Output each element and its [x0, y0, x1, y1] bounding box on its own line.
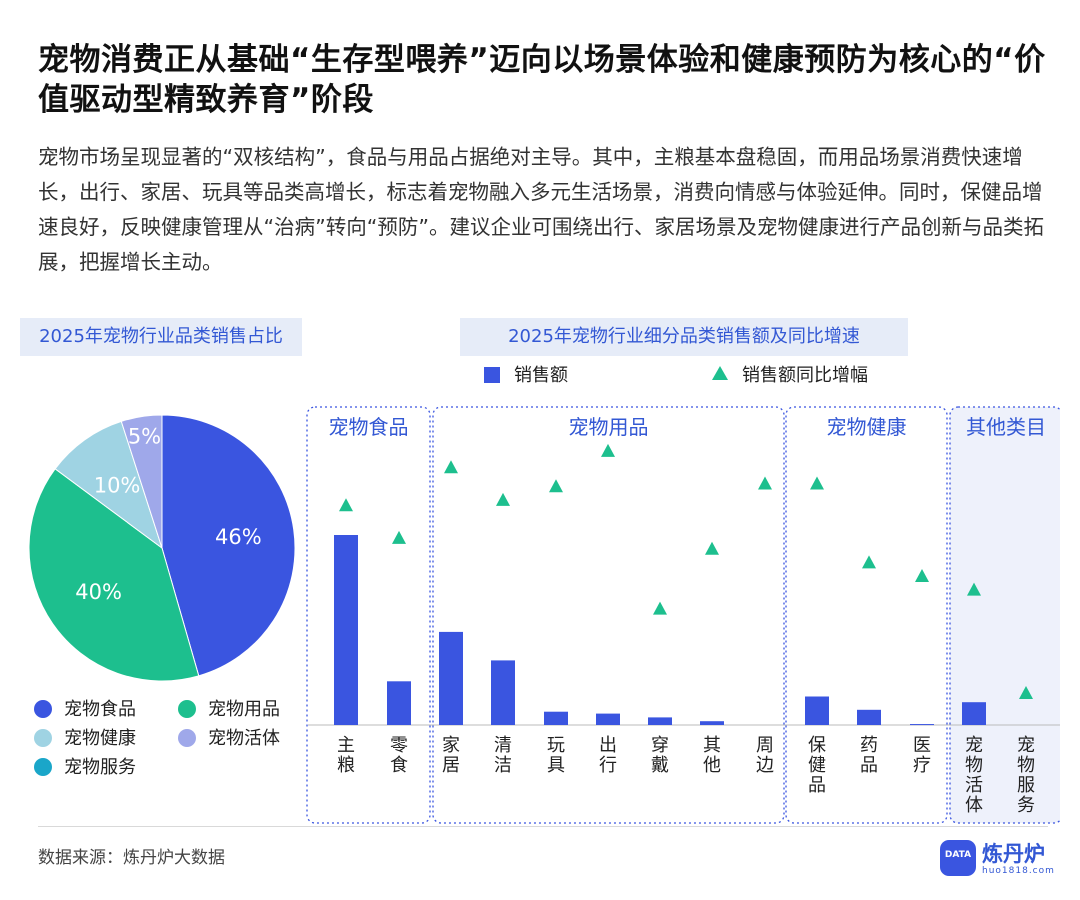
- legend-square-icon: [484, 367, 500, 383]
- bar: [805, 696, 829, 725]
- footer-divider: [38, 826, 1048, 827]
- pie-slice: [54, 420, 163, 550]
- growth-marker: [1019, 685, 1033, 699]
- group-label: 宠物用品: [569, 415, 649, 439]
- x-tick-label: 家居: [442, 735, 460, 776]
- page-description: 宠物市场呈现显著的“双核结构”，食品与用品占据绝对主导。其中，主粮基本盘稳固，而…: [38, 145, 1044, 274]
- pie-chart-title: 2025年宠物行业品类销售占比: [20, 318, 302, 356]
- x-tick-label: 周边: [756, 735, 774, 776]
- group-label: 宠物健康: [827, 415, 907, 439]
- pie-slice: [120, 414, 163, 549]
- growth-marker: [862, 555, 876, 569]
- logo-url: huo1818.com: [982, 866, 1055, 876]
- pie-legend-label: 宠物服务: [64, 757, 136, 778]
- growth-marker: [496, 492, 510, 506]
- page-title: 宠物消费正从基础“生存型喂养”迈向以场景体验和健康预防为核心的“价值驱动型精致养…: [38, 42, 1046, 118]
- growth-marker: [392, 530, 406, 544]
- legend-sales-label: 销售额: [514, 365, 568, 386]
- pie-slice: [28, 468, 200, 682]
- data-source: 数据来源：炼丹炉大数据: [38, 848, 225, 868]
- x-tick-label: 出行: [599, 735, 617, 776]
- growth-marker: [444, 460, 458, 474]
- legend-triangle-icon: [712, 366, 728, 380]
- bar: [910, 724, 934, 726]
- bar: [596, 713, 620, 725]
- bar: [648, 717, 672, 725]
- logo-name: 炼丹炉: [982, 842, 1045, 866]
- growth-marker: [601, 443, 615, 457]
- category-group-box: [306, 406, 431, 824]
- bar-chart-title: 2025年宠物行业细分品类销售额及同比增速: [460, 318, 908, 356]
- group-label: 其他类目: [966, 415, 1046, 439]
- x-tick-label: 玩具: [547, 735, 565, 776]
- x-tick-label: 保健品: [808, 735, 826, 796]
- pie-legend-label: 宠物用品: [208, 699, 280, 720]
- legend-dot-icon: [178, 729, 196, 747]
- pie-legend-item: 宠物用品: [178, 696, 280, 724]
- brand-logo: DATA 炼丹炉 huo1818.com: [940, 838, 1060, 882]
- x-tick-label: 宠物服务: [1017, 735, 1035, 816]
- bar: [857, 709, 881, 725]
- legend-growth: 销售额同比增幅: [712, 362, 868, 390]
- x-tick-label: 清洁: [494, 735, 512, 776]
- growth-marker: [810, 476, 824, 490]
- growth-marker: [653, 601, 667, 615]
- pie-slice: [161, 414, 296, 677]
- growth-marker: [915, 569, 929, 582]
- x-tick-label: 其他: [703, 735, 721, 776]
- growth-marker: [758, 476, 772, 490]
- x-tick-label: 宠物活体: [965, 735, 983, 816]
- x-tick-label: 医疗: [913, 735, 931, 776]
- pie-legend-label: 宠物活体: [208, 728, 280, 749]
- x-tick-label: 零食: [390, 735, 408, 776]
- bar: [387, 681, 411, 725]
- pie-slice-label: 46%: [215, 525, 262, 549]
- pie-slice-label: 40%: [75, 580, 122, 604]
- x-tick-label: 穿戴: [651, 735, 669, 776]
- bar: [544, 711, 568, 725]
- bar: [439, 631, 463, 725]
- legend-sales: 销售额: [484, 362, 568, 390]
- bar: [334, 535, 358, 725]
- pie-slice-label: 5%: [128, 424, 161, 448]
- pie-legend-item: 宠物服务: [34, 754, 136, 782]
- legend-dot-icon: [34, 700, 52, 718]
- x-tick-label: 主粮: [337, 735, 355, 776]
- bar: [700, 721, 724, 725]
- growth-marker: [705, 541, 719, 555]
- x-tick-label: 药品: [860, 735, 878, 776]
- group-label: 宠物食品: [329, 415, 409, 439]
- growth-marker: [549, 479, 563, 493]
- bar: [962, 702, 986, 725]
- pie-slice-label: 10%: [94, 473, 141, 497]
- legend-dot-icon: [178, 700, 196, 718]
- legend-dot-icon: [34, 729, 52, 747]
- legend-dot-icon: [34, 758, 52, 776]
- pie-chart: 46% 40% 10% 5%: [28, 414, 296, 682]
- pie-legend-item: 宠物健康: [34, 725, 136, 753]
- pie-legend-item: 宠物食品: [34, 696, 136, 724]
- pie-legend-label: 宠物健康: [64, 728, 136, 749]
- growth-marker: [339, 498, 353, 512]
- pie-legend-label: 宠物食品: [64, 699, 136, 720]
- logo-badge-icon: DATA: [940, 840, 976, 876]
- bar: [491, 660, 515, 725]
- growth-marker: [967, 582, 981, 596]
- legend-growth-label: 销售额同比增幅: [742, 365, 868, 386]
- pie-legend-item: 宠物活体: [178, 725, 280, 753]
